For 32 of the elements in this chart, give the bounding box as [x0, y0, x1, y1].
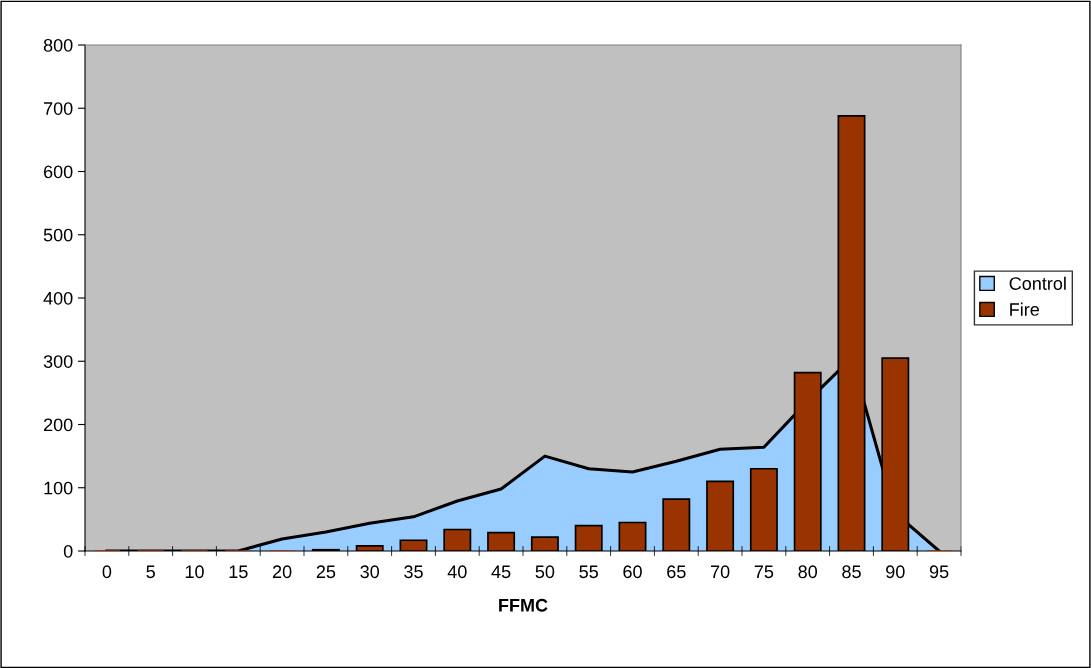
x-tick-label: 65	[667, 565, 686, 579]
y-tick-label: 100	[44, 481, 73, 495]
legend-label: Control	[1009, 276, 1066, 290]
x-tick-label: 90	[886, 565, 905, 579]
y-tick-label: 200	[43, 418, 73, 432]
x-tick-label: 15	[229, 565, 248, 579]
x-tick-label: 60	[623, 565, 642, 579]
x-tick-label: 5	[146, 565, 155, 579]
legend-label: Fire	[1010, 302, 1040, 316]
x-tick-label: 25	[316, 565, 336, 579]
x-tick-label: 70	[710, 565, 730, 579]
y-tick-label: 300	[43, 355, 73, 368]
x-tick-label: 55	[579, 565, 598, 579]
x-tick-label: 45	[491, 565, 511, 579]
x-tick-label: 20	[272, 565, 292, 579]
x-tick-label: 30	[360, 565, 380, 579]
x-tick-label: 75	[754, 565, 774, 579]
y-tick-label: 700	[44, 102, 73, 115]
x-tick-label: 35	[404, 565, 423, 579]
x-tick-label: 85	[842, 565, 861, 579]
x-tick-label: 10	[185, 565, 204, 579]
y-tick-label: 800	[43, 38, 73, 52]
x-tick-label: 0	[102, 565, 112, 579]
y-tick-label: 400	[43, 291, 73, 305]
x-axis-title: FFMC	[499, 598, 548, 612]
x-tick-label: 50	[535, 565, 555, 579]
x-tick-label: 95	[929, 565, 949, 579]
y-tick-label: 0	[63, 544, 73, 558]
y-tick-label: 600	[43, 165, 73, 179]
x-tick-label: 40	[447, 565, 467, 579]
x-tick-label: 80	[798, 565, 818, 579]
y-tick-label: 500	[43, 228, 73, 242]
